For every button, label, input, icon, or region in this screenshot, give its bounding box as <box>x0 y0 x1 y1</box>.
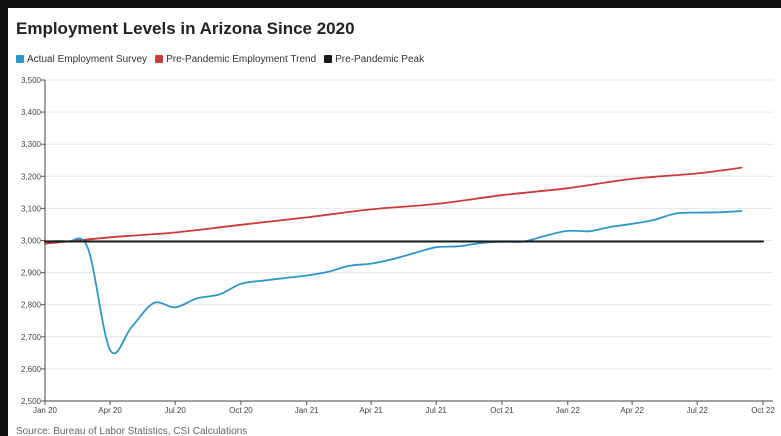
x-tick-label: Jul 20 <box>164 406 186 415</box>
x-tick-label: Oct 22 <box>751 406 775 415</box>
chart-title: Employment Levels in Arizona Since 2020 <box>16 19 355 38</box>
y-tick-label: 3,500 <box>21 76 42 85</box>
series-line-actual-employment <box>44 210 743 355</box>
y-tick-label: 3,200 <box>21 172 42 181</box>
legend-item-peak[interactable]: Pre-Pandemic Peak <box>324 54 424 65</box>
chart-plot-area: 2,500 2,600 2,700 2,800 2,900 3,000 3,100 3,200… <box>21 76 775 415</box>
x-tick-label: Jan 20 <box>33 406 58 415</box>
legend-label-peak: Pre-Pandemic Peak <box>335 53 425 65</box>
series-line-pre-pandemic-trend <box>44 166 743 245</box>
y-tick-label: 2,900 <box>21 269 42 278</box>
legend-item-actual[interactable]: Actual Employment Survey <box>16 54 147 65</box>
x-tick-label: Apr 22 <box>620 406 644 415</box>
x-tick-label: Apr 21 <box>359 406 383 415</box>
y-tick-label: 3,100 <box>21 204 42 213</box>
legend-swatch-actual <box>16 55 24 63</box>
legend-item-trend[interactable]: Pre-Pandemic Employment Trend <box>155 54 316 65</box>
y-tick-label: 3,300 <box>21 140 42 149</box>
x-tick-label: Jul 21 <box>426 406 448 415</box>
x-tick-label: Jan 21 <box>295 406 320 415</box>
x-tick-label: Jul 22 <box>687 406 709 415</box>
legend-label-trend: Pre-Pandemic Employment Trend <box>166 53 317 65</box>
chart-source-note: Source: Bureau of Labor Statistics, CSI … <box>16 426 248 436</box>
y-tick-label: 2,800 <box>21 301 42 310</box>
legend-label-actual: Actual Employment Survey <box>27 53 148 65</box>
y-tick-label: 2,600 <box>21 365 42 374</box>
legend-swatch-trend <box>155 55 164 63</box>
y-tick-label: 2,700 <box>21 333 42 342</box>
x-tick-label: Oct 21 <box>490 406 514 415</box>
x-tick-label: Jan 22 <box>556 406 581 415</box>
chart-panel: Employment Levels in Arizona Since 2020 … <box>8 8 781 436</box>
x-tick-label: Oct 20 <box>229 406 253 415</box>
x-tick-label: Apr 20 <box>98 406 122 415</box>
y-tick-label: 3,400 <box>21 108 42 117</box>
y-tick-label: 2,500 <box>21 397 42 406</box>
y-tick-label: 3,000 <box>21 237 42 246</box>
chart-legend: Actual Employment Survey Pre-Pandemic Em… <box>16 52 424 66</box>
legend-swatch-peak <box>324 55 333 63</box>
